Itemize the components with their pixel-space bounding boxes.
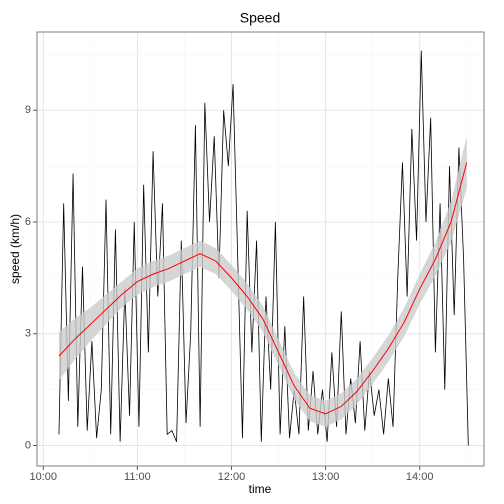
panel-border	[36, 31, 485, 467]
speed-line	[58, 50, 469, 446]
y-tick-label: 6	[25, 216, 31, 228]
x-tick-label: 10:00	[30, 471, 58, 483]
y-axis-title: speed (km/h)	[8, 214, 22, 284]
chart-title: Speed	[240, 10, 280, 26]
x-tick-label: 11:00	[124, 471, 151, 483]
confidence-band	[58, 136, 467, 427]
x-tick-label: 14:00	[406, 471, 434, 483]
x-tick-label: 12:00	[218, 471, 246, 483]
x-axis-title: time	[249, 482, 272, 496]
x-tick-label: 13:00	[312, 471, 340, 483]
smooth-line	[58, 162, 468, 415]
y-tick-label: 0	[25, 439, 31, 451]
y-tick-label: 9	[25, 104, 31, 116]
y-tick-label: 3	[25, 328, 31, 340]
